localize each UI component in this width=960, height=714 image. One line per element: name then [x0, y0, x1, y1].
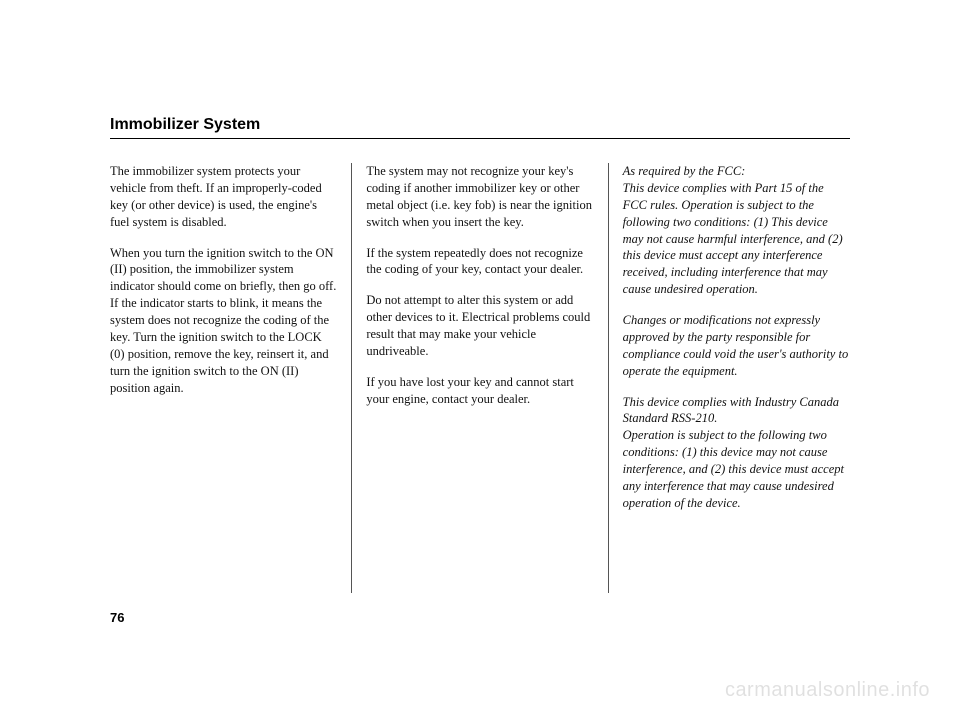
body-paragraph: If you have lost your key and cannot sta…	[366, 374, 593, 408]
body-paragraph: As required by the FCC: This device comp…	[623, 163, 850, 298]
body-paragraph: This device complies with Industry Canad…	[623, 394, 850, 512]
title-rule	[110, 138, 850, 139]
column-3: As required by the FCC: This device comp…	[609, 163, 850, 593]
body-paragraph: Do not attempt to alter this system or a…	[366, 292, 593, 360]
line: This device complies with Part 15 of the…	[623, 181, 843, 296]
body-paragraph: The system may not recognize your key's …	[366, 163, 593, 231]
column-layout: The immobilizer system protects your veh…	[110, 163, 850, 593]
page-title: Immobilizer System	[110, 116, 850, 134]
body-paragraph: The immobilizer system protects your veh…	[110, 163, 337, 231]
body-paragraph: If the system repeatedly does not recogn…	[366, 245, 593, 279]
page-number: 76	[110, 610, 124, 625]
body-paragraph: Changes or modifications not expressly a…	[623, 312, 850, 380]
content-area: Immobilizer System The immobilizer syste…	[110, 116, 850, 593]
watermark: carmanualsonline.info	[725, 679, 930, 702]
line: Operation is subject to the following tw…	[623, 428, 844, 510]
document-page: Immobilizer System The immobilizer syste…	[0, 0, 960, 714]
line: This device complies with Industry Canad…	[623, 395, 839, 426]
line: As required by the FCC:	[623, 164, 746, 178]
column-1: The immobilizer system protects your veh…	[110, 163, 351, 593]
body-paragraph: When you turn the ignition switch to the…	[110, 245, 337, 397]
column-2: The system may not recognize your key's …	[352, 163, 607, 593]
